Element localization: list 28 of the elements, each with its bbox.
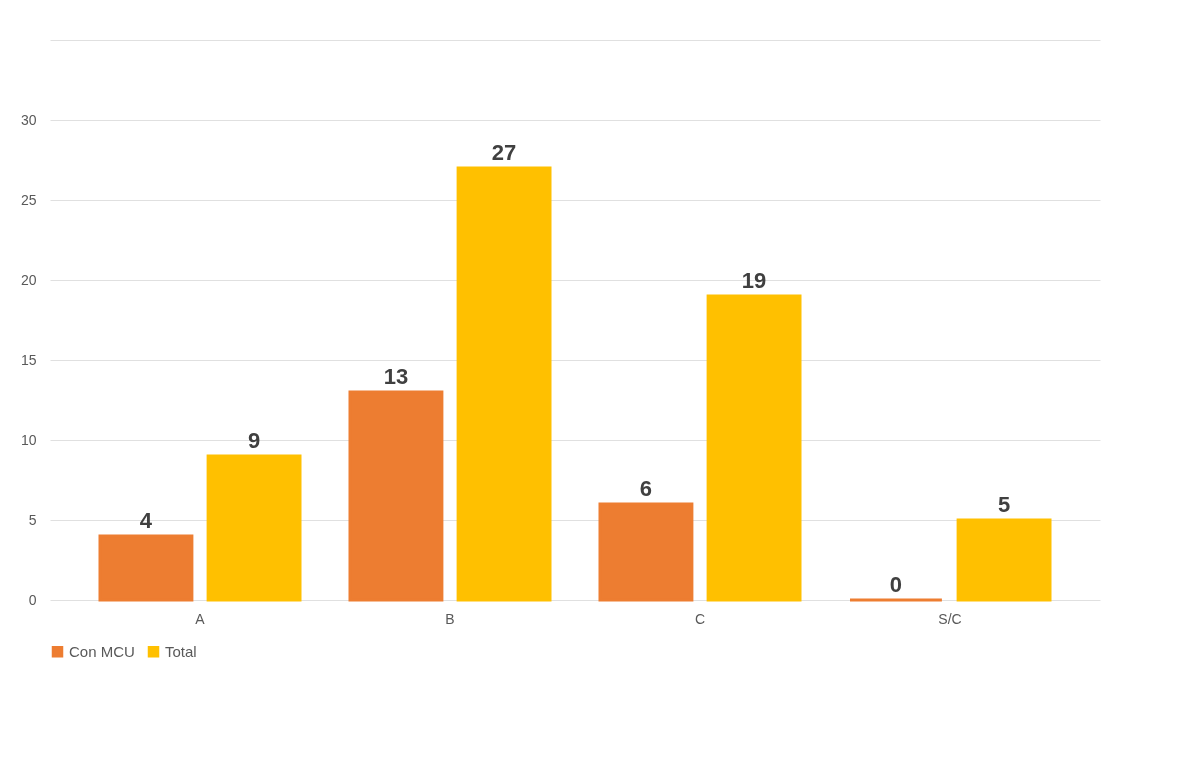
bar	[598, 502, 694, 602]
x-tick-label: B	[445, 610, 455, 627]
y-tick-label: 15	[20, 351, 37, 368]
bar	[706, 294, 802, 602]
data-label: 4	[139, 508, 153, 533]
y-tick-label: 5	[28, 511, 37, 528]
y-tick-label: 0	[28, 591, 37, 608]
legend-label: Total	[165, 642, 197, 660]
bar	[206, 454, 302, 602]
bar	[956, 518, 1052, 602]
data-label: 27	[491, 140, 517, 165]
x-tick-label: C	[694, 610, 706, 627]
bar	[456, 166, 552, 602]
y-tick-label: 10	[20, 431, 37, 448]
y-tick-label: 25	[20, 191, 37, 208]
data-label: 19	[741, 268, 767, 293]
y-tick-label: 30	[20, 111, 37, 128]
data-label: 5	[997, 492, 1011, 517]
legend-label: Con MCU	[69, 642, 135, 660]
data-label: 9	[247, 428, 261, 453]
bar	[348, 390, 444, 602]
x-tick-label: A	[195, 610, 206, 627]
y-tick-label: 20	[20, 271, 37, 288]
data-label: 0	[889, 572, 903, 597]
data-label: 6	[639, 476, 653, 501]
bar	[98, 534, 194, 602]
x-tick-label: S/C	[938, 610, 962, 627]
data-label: 13	[383, 364, 409, 389]
